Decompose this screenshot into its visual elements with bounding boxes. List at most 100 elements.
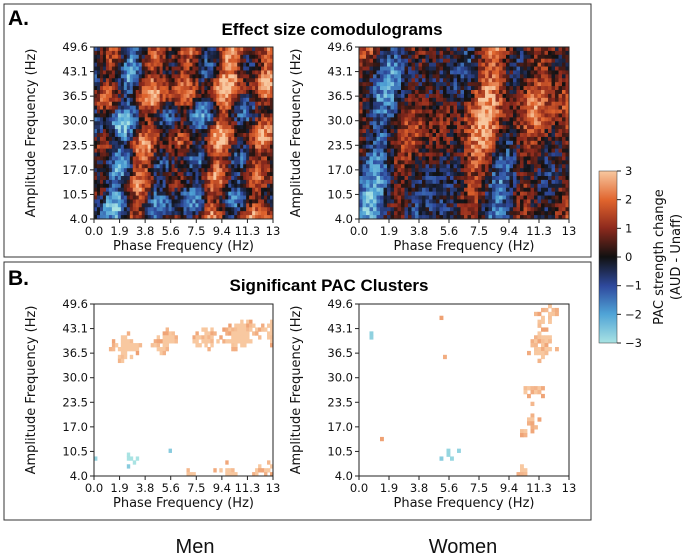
x-tick-label: 0.0: [350, 481, 368, 495]
x-tick-label: 1.9: [380, 224, 398, 238]
y-tick-label: 36.5: [62, 89, 88, 103]
plot-axes-frame: [358, 46, 570, 220]
x-tick-label: 3.8: [136, 481, 154, 495]
y-tick-label: 10.5: [327, 187, 353, 201]
y-tick-label: 36.5: [327, 346, 353, 360]
y-tick-label: 4.0: [335, 469, 353, 483]
heatmap-cells: [359, 47, 570, 220]
x-tick-label: 3.8: [410, 224, 428, 238]
y-tick-label: 36.5: [62, 346, 88, 360]
plot-axes-frame: [93, 303, 274, 477]
heatmap-panel-b-women: 0.0 1.9 3.8 5.6 7.5 9.4 11.3 13 4.0 10.5 17.0 23.5 3…: [289, 297, 576, 511]
heatmap-panel-a-men: 0.0 1.9 3.8 5.6 7.5 9.4 11.3 13 4.0 10.5 17.0 23.5 3…: [24, 40, 280, 254]
y-tick-label: 49.6: [327, 297, 353, 311]
colorbar-tick-label: 1: [625, 221, 632, 235]
y-axis-label: Amplitude Frequency (Hz): [24, 49, 39, 218]
panel-b-title: Significant PAC Clusters: [230, 276, 429, 295]
panel-b-frame: [3, 261, 592, 521]
x-axis-label: Phase Frequency (Hz): [394, 239, 535, 254]
x-tick-label: 9.4: [213, 224, 231, 238]
y-tick-label: 30.0: [327, 114, 353, 128]
y-tick-label: 49.6: [327, 40, 353, 54]
colorbar-tick-label: −1: [625, 279, 642, 293]
y-tick-label: 36.5: [327, 89, 353, 103]
colorbar-label-line2: (AUD - Unaff): [669, 214, 684, 300]
y-tick-label: 30.0: [62, 114, 88, 128]
x-tick-label: 5.6: [162, 224, 180, 238]
x-tick-label: 13: [266, 481, 281, 495]
x-tick-label: 13: [562, 224, 577, 238]
y-tick-label: 17.0: [62, 420, 88, 434]
colorbar-label-line1: PAC strength change: [652, 189, 667, 325]
heatmap-panel-b-men: 0.0 1.9 3.8 5.6 7.5 9.4 11.3 13 4.0 10.5 17.0 23.5 3…: [24, 297, 280, 511]
x-tick-label: 11.3: [235, 224, 261, 238]
y-tick-label: 17.0: [327, 163, 353, 177]
y-tick-label: 43.1: [327, 322, 353, 336]
x-tick-label: 0.0: [85, 224, 103, 238]
colorbar-tick-label: −2: [625, 307, 642, 321]
panel-b-letter: B.: [8, 267, 29, 290]
colorbar-tick-label: 3: [625, 164, 632, 178]
group-label-men: Men: [176, 536, 215, 558]
group-label-women: Women: [429, 536, 498, 558]
x-axis-label: Phase Frequency (Hz): [394, 496, 535, 511]
x-tick-label: 5.6: [162, 481, 180, 495]
x-tick-label: 11.3: [526, 224, 552, 238]
y-tick-label: 17.0: [62, 163, 88, 177]
x-tick-label: 5.6: [440, 224, 458, 238]
y-tick-label: 49.6: [62, 297, 88, 311]
y-axis-label: Amplitude Frequency (Hz): [289, 306, 304, 475]
x-tick-label: 7.5: [470, 481, 488, 495]
y-tick-label: 10.5: [62, 187, 88, 201]
y-tick-label: 4.0: [70, 469, 88, 483]
x-tick-label: 3.8: [136, 224, 154, 238]
x-tick-label: 1.9: [380, 481, 398, 495]
y-tick-label: 4.0: [70, 212, 88, 226]
y-tick-label: 49.6: [62, 40, 88, 54]
y-axis-label: Amplitude Frequency (Hz): [24, 306, 39, 475]
x-axis-label: Phase Frequency (Hz): [113, 496, 254, 511]
x-axis-label: Phase Frequency (Hz): [113, 239, 254, 254]
x-tick-label: 7.5: [470, 224, 488, 238]
colorbar-gradient: [598, 170, 618, 344]
panel-a-letter: A.: [8, 7, 29, 30]
panel-a-frame: [3, 3, 592, 258]
heatmap-cells: [369, 304, 559, 477]
panel-a-title: Effect size comodulograms: [221, 20, 442, 39]
heatmap-cells: [94, 319, 274, 477]
x-tick-label: 9.4: [500, 481, 518, 495]
x-tick-label: 13: [562, 481, 577, 495]
x-tick-label: 1.9: [110, 481, 128, 495]
y-tick-label: 23.5: [62, 138, 88, 152]
plot-axes-frame: [358, 303, 570, 477]
y-tick-label: 43.1: [62, 322, 88, 336]
colorbar-tick-label: 0: [625, 250, 632, 264]
colorbar-tick-label: 2: [625, 193, 632, 207]
x-tick-label: 9.4: [500, 224, 518, 238]
y-tick-label: 43.1: [327, 65, 353, 79]
x-tick-label: 3.8: [410, 481, 428, 495]
heatmap-panel-a-women: 0.0 1.9 3.8 5.6 7.5 9.4 11.3 13 4.0 10.5 17.0 23.5 3…: [289, 40, 576, 254]
heatmap-cells: [94, 47, 274, 220]
x-tick-label: 0.0: [85, 481, 103, 495]
x-tick-label: 0.0: [350, 224, 368, 238]
y-axis-label: Amplitude Frequency (Hz): [289, 49, 304, 218]
y-tick-label: 10.5: [62, 444, 88, 458]
y-tick-label: 23.5: [327, 395, 353, 409]
x-tick-label: 11.3: [526, 481, 552, 495]
y-tick-label: 30.0: [327, 371, 353, 385]
x-tick-label: 7.5: [187, 224, 205, 238]
x-tick-label: 11.3: [235, 481, 261, 495]
x-tick-label: 9.4: [213, 481, 231, 495]
plot-axes-frame: [93, 46, 274, 220]
colorbar: 3 2 1 0 −1 −2 −3 PAC strength change (AUD - Un…: [598, 164, 684, 350]
y-tick-label: 17.0: [327, 420, 353, 434]
y-tick-label: 43.1: [62, 65, 88, 79]
y-tick-label: 30.0: [62, 371, 88, 385]
x-tick-label: 13: [266, 224, 281, 238]
colorbar-tick-label: −3: [625, 336, 642, 350]
x-tick-label: 1.9: [110, 224, 128, 238]
y-tick-label: 23.5: [327, 138, 353, 152]
y-tick-label: 10.5: [327, 444, 353, 458]
